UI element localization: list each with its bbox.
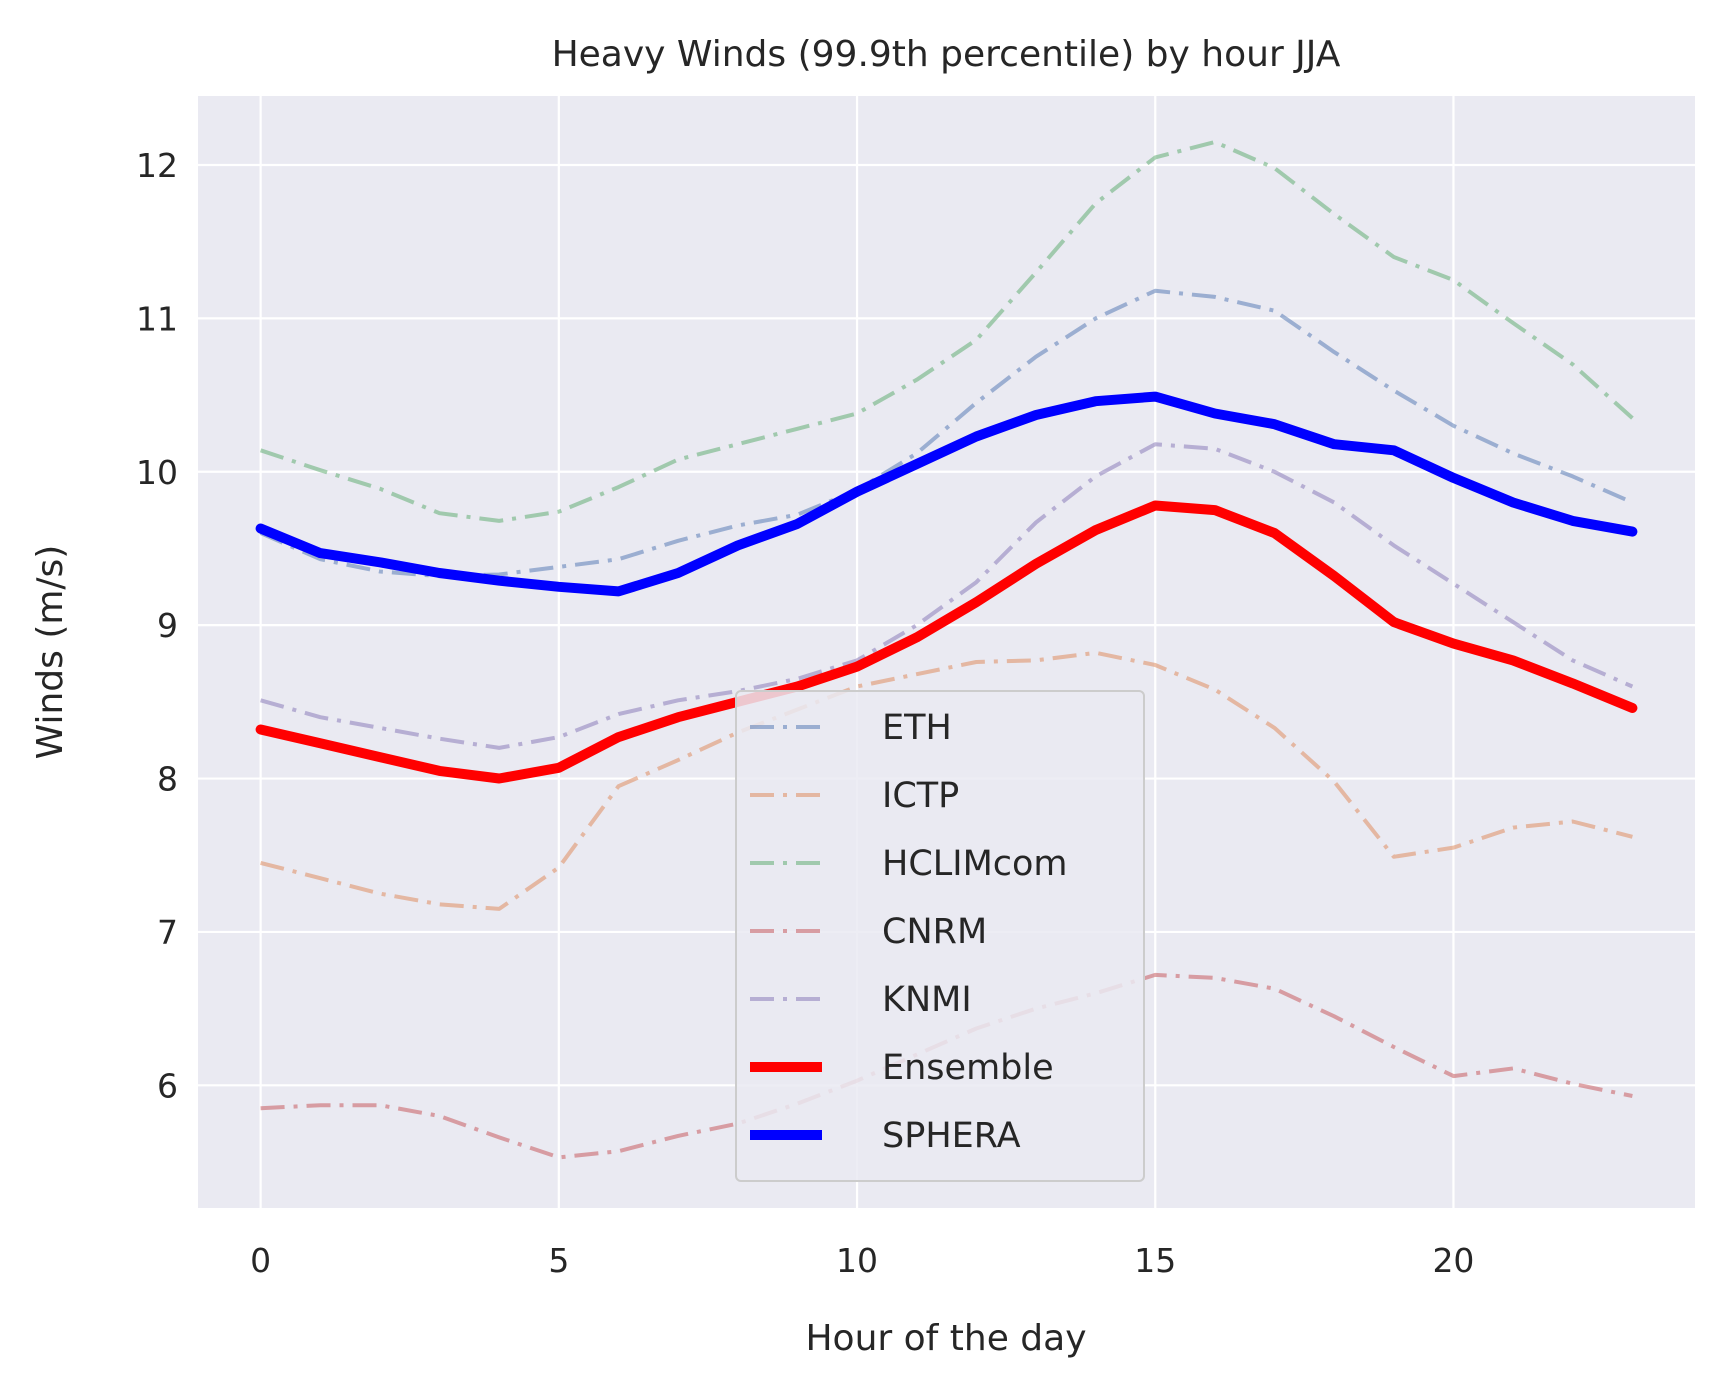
legend: ETH ICTP HCLIMcom CNRM KNMI Ensemble SPHERA [735,690,1145,1182]
series-line-ictp [260,650,1633,911]
legend-label: ETH [882,708,952,748]
chart-title: Heavy Winds (99.9th percentile) by hour … [552,34,1341,75]
y-tick-label: 11 [136,299,178,338]
x-tick-label: 10 [836,1241,878,1280]
y-tick-label: 12 [136,146,178,185]
x-tick-label: 20 [1432,1241,1474,1280]
x-tick-label: 15 [1134,1241,1176,1280]
x-tick-label: 5 [548,1241,569,1280]
y-tick-label: 8 [157,760,178,799]
x-tick-label: 0 [250,1241,271,1280]
legend-label: CNRM [882,912,987,952]
series-line-knmi [260,442,1634,750]
y-tick-label: 10 [136,453,178,492]
legend-label: ICTP [882,776,959,816]
y-tick-labels: 6 7 8 9 10 11 12 [136,146,178,1105]
series-line-ensemble [255,500,1638,784]
x-axis-label: Hour of the day [805,1318,1086,1359]
y-tick-label: 7 [157,913,178,952]
x-tick-labels: 0 5 10 15 20 [250,1241,1474,1280]
y-axis-label: Winds (m/s) [30,545,71,760]
legend-label: SPHERA [882,1116,1021,1156]
legend-label: HCLIMcom [882,844,1068,884]
legend-label: Ensemble [882,1048,1054,1088]
y-tick-label: 6 [157,1066,178,1105]
series-lines [255,140,1638,1160]
legend-box [735,690,1145,1182]
series-line-hclimcom [259,140,1634,523]
y-tick-label: 9 [157,606,178,645]
series-line-sphera [255,391,1638,597]
legend-label: KNMI [882,980,972,1020]
